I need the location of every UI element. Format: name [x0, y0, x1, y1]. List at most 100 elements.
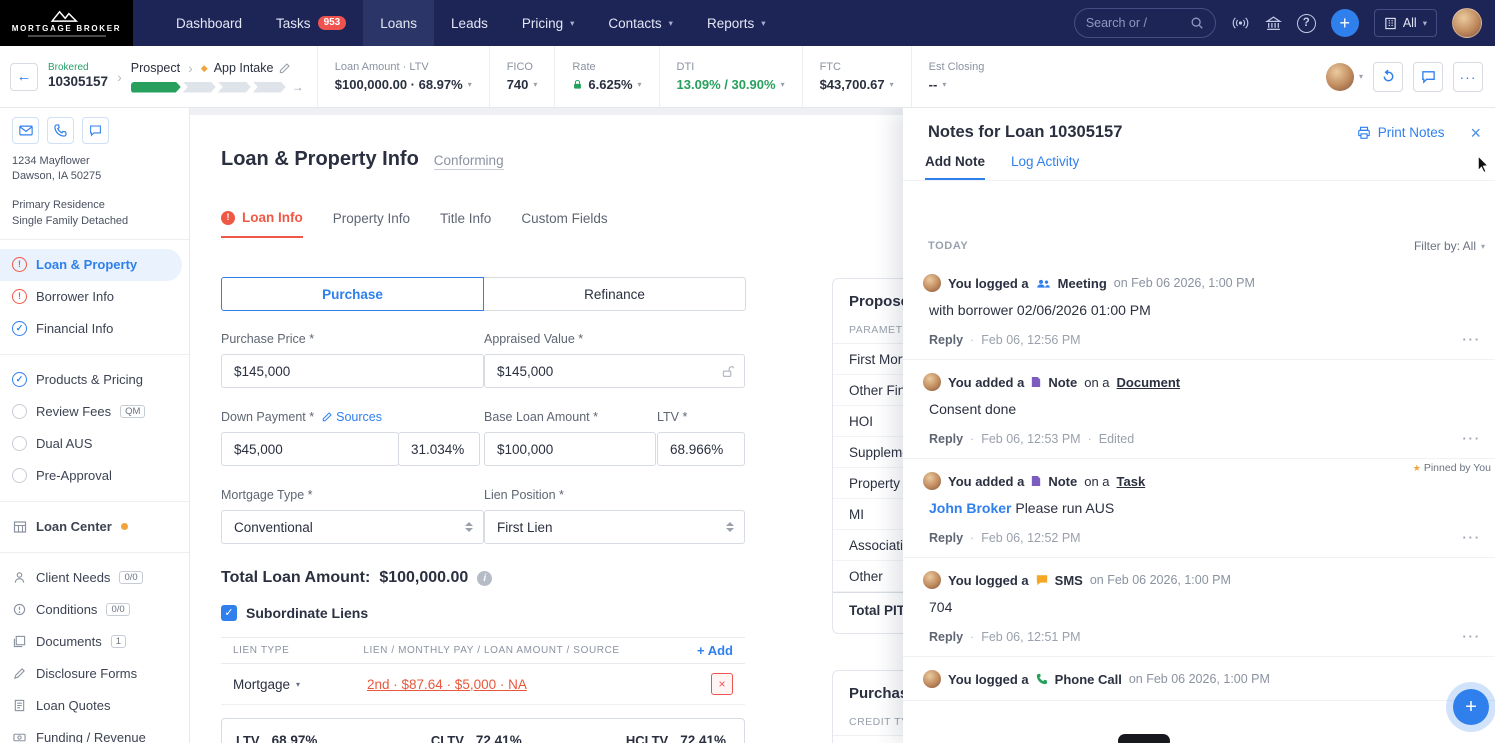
nav-reports[interactable]: Reports ▾ [706, 15, 766, 31]
sms-button[interactable] [82, 117, 109, 144]
sidebar-item-review-fees[interactable]: Review Fees QM [0, 396, 189, 428]
metric-loan-amount-ltv[interactable]: Loan Amount · LTV $100,000.00 · 68.97% ▾ [316, 46, 489, 107]
email-button[interactable] [12, 117, 39, 144]
nav-contacts[interactable]: Contacts ▾ [608, 15, 673, 31]
sidebar-item-loan-quotes[interactable]: Loan Quotes [0, 690, 189, 722]
lien-type-dropdown[interactable]: Mortgage ▾ [233, 676, 301, 692]
help-icon[interactable]: ? [1296, 13, 1316, 33]
page-title: Loan & Property Info Conforming [221, 148, 504, 170]
metric-fico[interactable]: FICO 740 ▾ [488, 46, 555, 107]
metric-rate[interactable]: Rate 6.625% ▾ [554, 46, 658, 107]
loan-id-block[interactable]: Brokered 10305157 [48, 62, 108, 91]
refinance-toggle-button[interactable]: Refinance [484, 277, 746, 311]
nav-loans[interactable]: Loans [363, 0, 435, 46]
nav-leads[interactable]: Leads [451, 15, 488, 31]
nav-pricing[interactable]: Pricing ▾ [521, 15, 575, 31]
note-menu-button[interactable]: ··· [1462, 333, 1481, 347]
refresh-button[interactable] [1373, 61, 1403, 92]
sidebar-item-client-needs[interactable]: Client Needs 0/0 [0, 562, 189, 594]
create-new-button[interactable]: + [1330, 9, 1359, 37]
nav-tasks[interactable]: Tasks 953 [259, 0, 363, 46]
bottom-scroll-indicator[interactable] [1118, 734, 1170, 743]
sources-link[interactable]: Sources [322, 410, 382, 424]
mortgage-type-select[interactable]: Conventional [221, 510, 484, 544]
metric-est-closing[interactable]: Est Closing -- ▾ [910, 46, 1002, 107]
app-logo[interactable]: MORTGAGE BROKER [0, 0, 133, 46]
today-label: TODAY [928, 240, 969, 252]
milestone-progress-bar[interactable]: → [131, 81, 309, 93]
down-payment-pct-input[interactable] [398, 432, 480, 466]
down-payment-input[interactable] [221, 432, 399, 466]
chevron-down-icon: ▾ [668, 17, 673, 28]
subordinate-liens-checkbox-row[interactable]: ✓ Subordinate Liens [221, 605, 368, 621]
total-loan-amount: Total Loan Amount: $100,000.00 i [221, 569, 493, 587]
tab-custom-fields[interactable]: Custom Fields [521, 211, 608, 226]
divider [0, 353, 189, 355]
tab-add-note[interactable]: Add Note [925, 154, 985, 180]
tab-title-info[interactable]: Title Info [440, 211, 492, 226]
edit-milestone-icon[interactable] [279, 62, 291, 74]
sidebar-item-borrower-info[interactable]: ! Borrower Info [0, 281, 189, 313]
purchase-toggle-button[interactable]: Purchase [221, 277, 484, 311]
sidebar-item-funding-revenue[interactable]: Funding / Revenue [0, 722, 189, 743]
sidebar-item-products-pricing[interactable]: ✓ Products & Pricing [0, 364, 189, 396]
sidebar-item-loan-property[interactable]: ! Loan & Property [0, 248, 182, 281]
mention-link[interactable]: John Broker [929, 500, 1012, 516]
milestone-label[interactable]: App Intake [213, 61, 274, 75]
print-notes-button[interactable]: Print Notes [1357, 125, 1444, 140]
stage-label[interactable]: Prospect [130, 61, 181, 75]
back-button[interactable]: ← [10, 62, 38, 91]
metric-ftc[interactable]: FTC $43,700.67 ▾ [801, 46, 911, 107]
base-loan-input[interactable] [484, 432, 656, 466]
sidebar-item-documents[interactable]: Documents 1 [0, 626, 189, 658]
add-lien-button[interactable]: + Add [697, 643, 733, 658]
lien-details-link[interactable]: 2nd · $87.64 · $5,000 · NA [367, 676, 527, 692]
select-arrows-icon [465, 522, 473, 532]
property-address: 1234 Mayflower Dawson, IA 50275 [12, 155, 102, 182]
note-menu-button[interactable]: ··· [1462, 432, 1481, 446]
bank-icon[interactable] [1264, 15, 1282, 32]
comments-button[interactable] [1413, 61, 1443, 92]
note-menu-button[interactable]: ··· [1462, 531, 1481, 545]
call-button[interactable] [47, 117, 74, 144]
tab-log-activity[interactable]: Log Activity [1011, 154, 1080, 169]
lien-position-select[interactable]: First Lien [484, 510, 745, 544]
sidebar-item-conditions[interactable]: Conditions 0/0 [0, 594, 189, 626]
note-body: 704 [929, 599, 953, 615]
document-link[interactable]: Document [1116, 374, 1181, 390]
info-icon[interactable]: i [477, 570, 493, 586]
add-note-fab[interactable]: + [1453, 689, 1489, 725]
ltv-input[interactable] [657, 432, 745, 466]
task-link[interactable]: Task [1116, 473, 1146, 489]
sidebar-item-pre-approval[interactable]: Pre-Approval [0, 460, 189, 492]
sidebar-item-dual-aus[interactable]: Dual AUS [0, 428, 189, 460]
reply-button[interactable]: Reply [929, 432, 964, 446]
user-avatar[interactable] [1452, 8, 1482, 38]
unlock-icon[interactable] [721, 365, 734, 378]
tab-loan-info[interactable]: ! Loan Info [221, 210, 303, 238]
checkbox-checked[interactable]: ✓ [221, 605, 237, 621]
metric-dti[interactable]: DTI 13.09% / 30.90% ▾ [658, 46, 802, 107]
reply-button[interactable]: Reply [929, 333, 964, 347]
delete-lien-button[interactable]: × [711, 673, 733, 695]
search-input[interactable] [1085, 16, 1184, 30]
more-actions-button[interactable]: ··· [1453, 61, 1483, 92]
sidebar-item-financial-info[interactable]: ✓ Financial Info [0, 313, 189, 345]
assignee-dropdown[interactable]: ▾ [1325, 62, 1363, 91]
purchase-price-input[interactable] [221, 354, 484, 388]
reply-button[interactable]: Reply [929, 531, 964, 545]
close-notes-button[interactable]: × [1470, 122, 1481, 143]
appraised-value-input[interactable] [497, 363, 721, 379]
sidebar-item-loan-center[interactable]: Loan Center [0, 511, 189, 543]
nav-dashboard[interactable]: Dashboard [176, 15, 243, 31]
broadcast-icon[interactable] [1231, 16, 1250, 30]
avatar [923, 274, 941, 292]
sidebar-item-disclosure-forms[interactable]: Disclosure Forms [0, 658, 189, 690]
global-search[interactable] [1073, 8, 1216, 38]
note-menu-button[interactable]: ··· [1462, 630, 1481, 644]
banknote-icon [12, 731, 27, 743]
org-filter-dropdown[interactable]: All ▾ [1373, 9, 1437, 37]
notes-filter-dropdown[interactable]: Filter by: All ▾ [1413, 239, 1485, 253]
tab-property-info[interactable]: Property Info [332, 211, 411, 226]
reply-button[interactable]: Reply [929, 630, 964, 644]
